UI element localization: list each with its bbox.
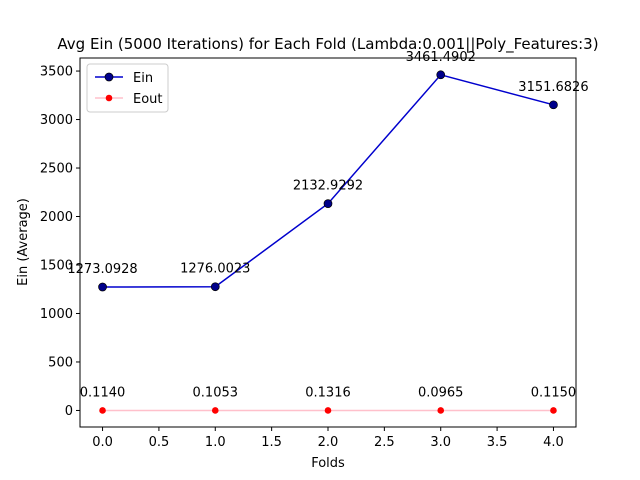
data-point-ein [436, 70, 446, 80]
y-tick-label: 1000 [40, 307, 73, 322]
legend: Ein Eout [86, 63, 169, 113]
data-point-eout [550, 407, 557, 414]
y-tick-label: 2000 [40, 210, 73, 225]
y-tick-label: 3500 [40, 65, 73, 80]
plot-area [98, 70, 558, 414]
data-point-eout [211, 407, 219, 414]
y-tick-label: 1500 [40, 258, 73, 273]
y-tick-label: 3000 [40, 113, 73, 128]
x-tick-label: 3.0 [430, 435, 451, 450]
y-tick-label: 500 [48, 355, 73, 370]
legend-label-eout: Eout [133, 92, 163, 107]
y-tick-label: 0 [65, 404, 73, 419]
y-axis-label: Ein (Average) [16, 198, 31, 286]
legend-label-ein: Ein [133, 71, 153, 86]
data-label-eout: 0.0965 [418, 385, 464, 400]
x-axis-label: Folds [311, 456, 345, 471]
legend-marker-eout [105, 94, 113, 102]
y-tick-label: 2500 [40, 162, 73, 177]
x-tick-label: 2.5 [374, 435, 395, 450]
data-label-eout: 0.1140 [80, 385, 126, 400]
x-tick-label: 1.5 [261, 435, 282, 450]
data-point-eout [324, 407, 332, 414]
data-label-eout: 0.1316 [305, 385, 351, 400]
data-point-ein [210, 282, 220, 292]
x-tick-label: 3.5 [487, 435, 508, 450]
legend-marker-ein [104, 72, 114, 82]
data-point-ein [549, 100, 558, 110]
data-label-eout: 0.1150 [531, 385, 577, 400]
x-tick-label: 4.0 [543, 435, 564, 450]
data-point-ein [323, 199, 333, 208]
data-point-eout [437, 407, 445, 414]
data-label-eout: 0.1053 [193, 385, 239, 400]
data-label-ein: 3151.6826 [518, 80, 588, 95]
x-tick-label: 2.0 [318, 435, 339, 450]
data-label-ein: 1273.0928 [67, 262, 137, 277]
data-point-eout [99, 407, 106, 414]
plot-frame [79, 57, 577, 428]
data-label-ein: 3461.4902 [406, 50, 476, 65]
x-tick-label: 1.0 [205, 435, 226, 450]
x-tick-label: 0.5 [149, 435, 170, 450]
chart-title: Avg Ein (5000 Iterations) for Each Fold … [57, 35, 598, 54]
data-label-ein: 1276.0023 [180, 262, 250, 277]
x-tick-label: 0.0 [92, 435, 113, 450]
data-point-ein [98, 282, 107, 292]
data-label-ein: 2132.9292 [293, 179, 363, 194]
